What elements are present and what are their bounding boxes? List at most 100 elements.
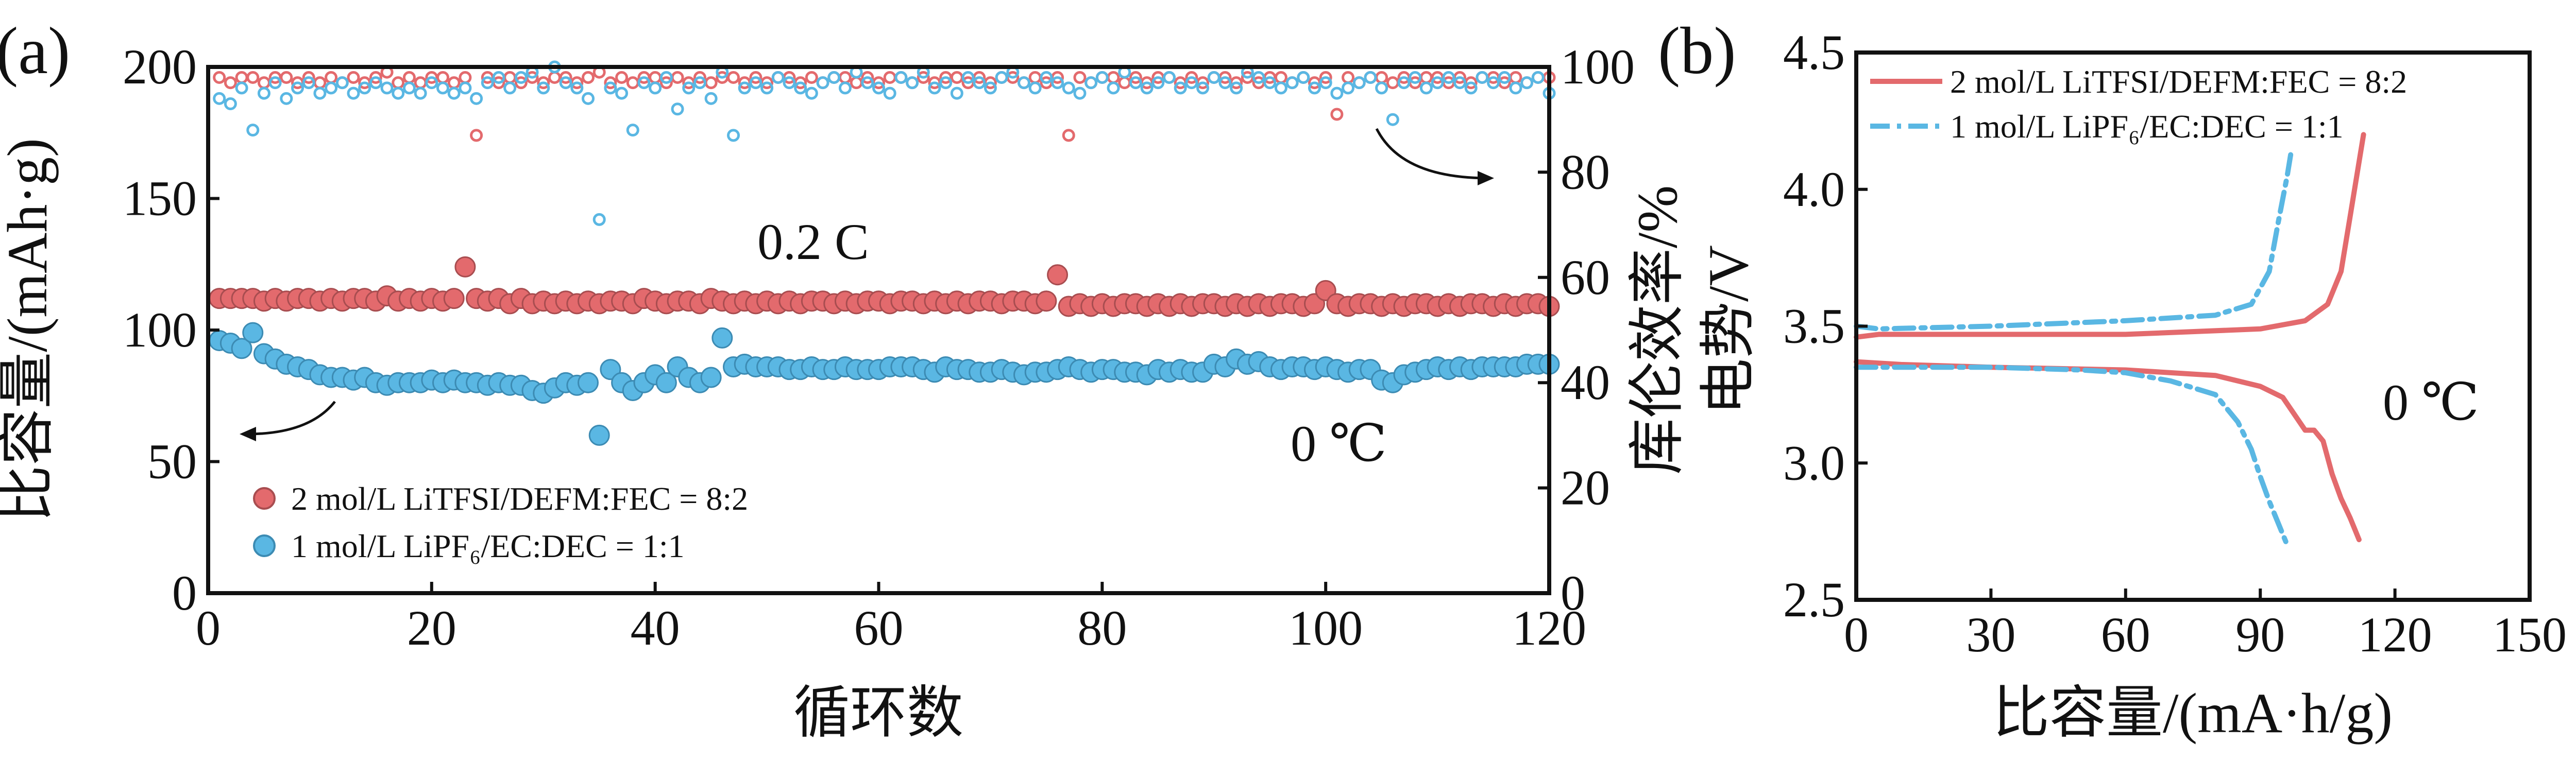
ce-point-blue [1218,76,1232,90]
ce-point-blue [1364,71,1377,84]
ce-point-blue [749,76,762,90]
ce-point-blue [1520,76,1534,90]
ce-point-blue [1162,71,1176,84]
ce-point-blue [973,76,986,90]
arrowhead-right-icon [1478,171,1494,185]
ce-point-blue [1040,71,1053,84]
ce-point-blue [1531,71,1545,84]
panel-a: (a) 0 20 40 60 80 100 120 0 50 100 150 200 0 20 40 60… [0,14,1689,745]
ce-point-blue [738,81,751,95]
ce-point-blue [1342,81,1355,95]
arrow-to-left-axis [247,401,336,436]
legend-marker-red [253,487,276,510]
ce-point-red [1129,71,1142,84]
ce-point-blue [1464,81,1478,95]
ce-point-blue [1386,113,1399,126]
ce-point-blue [246,124,260,137]
legend-label-blue-b: 1 mol/L LiPF₆/EC:DEC = 1:1 [1950,108,2344,145]
ce-point-blue [582,92,595,105]
panel-a-x-tick-label: 100 [1289,600,1363,655]
ce-point-blue [727,129,740,142]
panel-a-yticks: 0 50 100 150 200 [123,39,219,620]
panel-b-y-tick-label: 4.5 [1783,25,1845,80]
ce-point-red [1062,129,1075,142]
ce-point-blue [1129,76,1142,90]
capacity-point-blue [655,372,677,393]
legend-marker-blue [253,534,276,557]
ce-point-blue [570,81,584,95]
capacity-point-blue [231,338,252,359]
capacity-point-blue [578,372,599,393]
ce-point-red [861,71,874,84]
panel-a-y2ticks: 0 20 40 60 80 100 [1538,39,1635,620]
voltage-curve-red-charge [1854,132,2366,340]
ce-point-blue [827,71,841,84]
ce-point-blue [1017,76,1030,90]
ce-point-blue [380,81,394,95]
ce-point-blue [906,76,919,90]
arrow-to-right-axis [1375,128,1487,180]
ce-point-blue [950,87,963,100]
panel-a-y2-tick-label: 20 [1561,460,1610,515]
panel-b-y-tick-label: 2.5 [1783,572,1845,627]
voltage-curve-blue-charge [1854,146,2295,332]
ce-point-blue [1062,81,1075,95]
panel-a-y-tick-label: 50 [147,434,197,489]
ce-point-blue [1409,71,1422,84]
ce-point-red [1330,108,1344,121]
panel-b: (b) 0 30 60 90 120 150 2.5 3.0 3.5 4.0 4.5 比容量/(m… [1658,14,2567,745]
ce-point-blue [1274,81,1287,95]
ce-point-blue [1498,71,1511,84]
ce-point-blue [883,87,896,100]
ce-point-blue [1431,76,1444,90]
ce-point-blue [637,76,651,90]
ce-point-blue [392,87,405,100]
panel-a-y-tick-label: 100 [123,302,197,357]
panel-a-x-tick-label: 40 [631,600,680,655]
ce-point-blue [1107,81,1120,95]
panel-a-x-tick-label: 120 [1512,600,1586,655]
ce-point-red [559,71,572,84]
panel-a-y2-tick-label: 60 [1561,250,1610,305]
panel-a-x-tick-label: 0 [196,600,221,655]
ce-point-blue [682,81,696,95]
panel-a-y-tick-label: 0 [172,565,197,620]
panel-a-x-tick-label: 20 [407,600,456,655]
ce-point-blue [492,71,505,84]
ce-point-red [615,71,629,84]
ce-point-red [369,71,382,84]
ce-point-blue [224,97,237,111]
ce-point-red [749,71,762,84]
panel-a-y2-tick-label: 100 [1561,39,1635,94]
temperature-annotation-a: 0 ℃ [1291,415,1387,472]
ce-point-blue [1095,71,1109,84]
ce-point-blue [1419,81,1433,95]
panel-b-x-tick-label: 30 [1966,607,2015,662]
capacity-point-blue [711,327,733,349]
ce-point-blue [939,76,953,90]
panel-b-x-tick-label: 120 [2358,607,2432,662]
ce-point-blue [1453,76,1466,90]
ce-point-blue [503,81,517,95]
panel-a-y-axis-title: 比容量/(mAh·g) [0,138,59,522]
ce-point-blue [1073,87,1087,100]
ce-point-blue [1051,76,1064,90]
ce-point-blue [325,81,338,95]
ce-point-blue [1185,76,1198,90]
ce-point-red [213,71,226,84]
ce-point-blue [514,71,528,84]
panel-a-points [209,60,1560,446]
ce-point-blue [771,71,785,84]
ce-point-blue [816,76,829,90]
panel-a-y2-tick-label: 40 [1561,355,1610,410]
panel-a-x-axis-title: 循环数 [793,682,963,745]
ce-point-blue [1352,76,1366,90]
ce-point-blue [235,81,248,95]
ce-point-red [1185,71,1198,84]
ce-point-blue [928,81,941,95]
voltage-curve-blue-discharge [1854,365,2290,548]
ce-point-blue [436,81,450,95]
ce-point-blue [1084,76,1098,90]
ce-point-blue [313,87,327,100]
